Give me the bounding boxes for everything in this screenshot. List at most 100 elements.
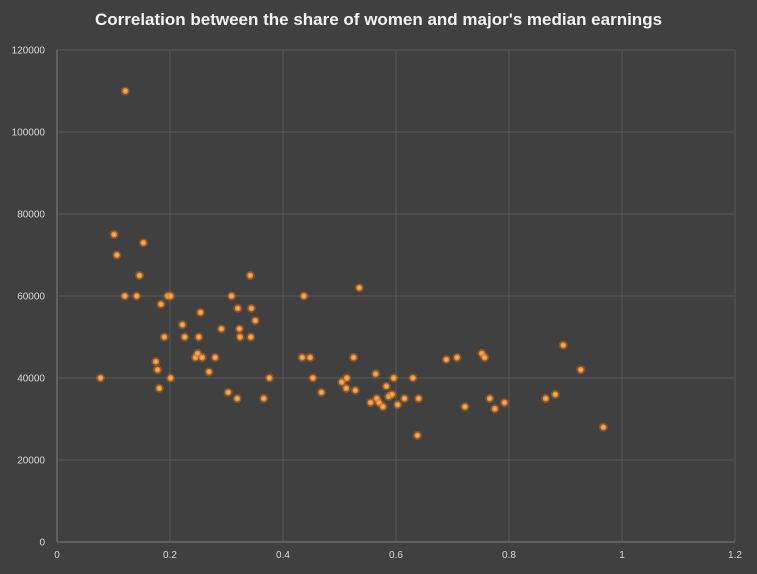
data-point-marker [218, 325, 225, 332]
data-point-marker [154, 366, 161, 373]
data-point-marker [122, 88, 129, 94]
data-point [378, 402, 388, 412]
data-point [250, 316, 260, 326]
data-point-marker [454, 354, 460, 361]
data-point-marker [228, 293, 235, 299]
data-point-marker [390, 375, 397, 381]
data-point [341, 383, 351, 393]
y-tick-labels: 0 20000 40000 60000 80000 100000 120000 [12, 46, 46, 549]
data-point-marker [140, 239, 147, 246]
data-point [132, 291, 142, 301]
data-point [120, 291, 130, 301]
y-tick-label: 100000 [12, 128, 46, 139]
data-point-marker [195, 334, 202, 340]
data-point-marker [181, 334, 188, 340]
data-point [342, 373, 352, 383]
data-point [165, 373, 176, 383]
data-point-marker [197, 309, 204, 316]
data-point [197, 352, 207, 363]
gridlines [57, 49, 736, 542]
data-point [112, 250, 122, 260]
data-point-marker [248, 305, 255, 312]
data-point [151, 357, 161, 367]
data-point-marker [410, 375, 416, 381]
data-point-marker [577, 366, 584, 373]
data-point-marker [560, 342, 567, 349]
x-tick-label: 0.2 [163, 550, 177, 561]
data-point [316, 387, 327, 397]
y-tick-label: 0 [39, 538, 45, 549]
data-point-marker [389, 391, 395, 398]
y-tick-label: 20000 [17, 456, 45, 467]
data-point-marker [234, 395, 241, 402]
data-point-marker [247, 334, 254, 340]
data-point-marker [380, 403, 386, 410]
data-point [541, 393, 551, 404]
data-point [204, 367, 214, 377]
data-point-marker [401, 395, 408, 402]
x-tick-label: 0.8 [502, 550, 516, 561]
chart-title: Correlation between the share of women a… [94, 10, 663, 29]
data-point [216, 324, 227, 334]
data-point-marker [394, 401, 401, 408]
x-tick-labels: 0 0.2 0.4 0.6 0.8 1 1.2 [54, 550, 742, 561]
data-point [558, 340, 568, 350]
data-point-marker [376, 399, 382, 406]
data-point-marker [299, 354, 306, 361]
data-point [389, 373, 399, 383]
data-point-marker [247, 272, 254, 279]
data-point [441, 354, 451, 365]
data-point [177, 320, 188, 330]
data-point-marker [542, 395, 549, 402]
data-point [226, 291, 237, 301]
data-point-marker [372, 370, 379, 377]
data-point [233, 303, 243, 313]
data-point [337, 377, 347, 387]
data-point-marker [167, 375, 174, 381]
data-point [387, 389, 397, 399]
data-point-marker [225, 389, 232, 396]
data-point-marker [600, 424, 607, 431]
data-point-marker [367, 399, 374, 406]
data-point [499, 398, 510, 408]
data-point [234, 324, 245, 334]
data-point [159, 332, 169, 342]
data-point [393, 400, 403, 410]
data-point-marker [252, 317, 259, 324]
data-point [485, 393, 495, 404]
data-point [120, 86, 130, 96]
data-point-marker [97, 375, 104, 381]
data-point [180, 332, 190, 342]
x-tick-label: 0.6 [389, 550, 403, 561]
data-points [95, 86, 608, 440]
data-point-marker [481, 354, 488, 361]
data-point [399, 393, 410, 404]
x-tick-label: 0 [54, 550, 60, 561]
data-point [156, 299, 166, 309]
data-point [134, 270, 145, 281]
data-point-marker [156, 385, 163, 392]
data-point-marker [167, 293, 174, 299]
data-point-marker [121, 293, 128, 299]
data-point [480, 352, 490, 363]
data-point-marker [352, 387, 359, 394]
data-point-marker [237, 334, 244, 340]
data-point [138, 238, 149, 248]
data-point [460, 402, 470, 412]
data-point-marker [318, 389, 325, 396]
data-point [246, 332, 256, 342]
data-point-marker [194, 350, 201, 357]
data-point [259, 393, 269, 404]
x-tick-label: 0.4 [276, 550, 290, 561]
data-point [235, 332, 245, 342]
data-point-marker [161, 334, 168, 340]
data-point [165, 291, 176, 301]
data-point [550, 389, 560, 399]
data-point-marker [111, 231, 118, 238]
data-point-marker [206, 368, 212, 375]
x-tick-label: 1.2 [728, 550, 742, 561]
data-point [195, 307, 206, 317]
data-point [223, 387, 233, 397]
data-point-marker [383, 383, 390, 390]
